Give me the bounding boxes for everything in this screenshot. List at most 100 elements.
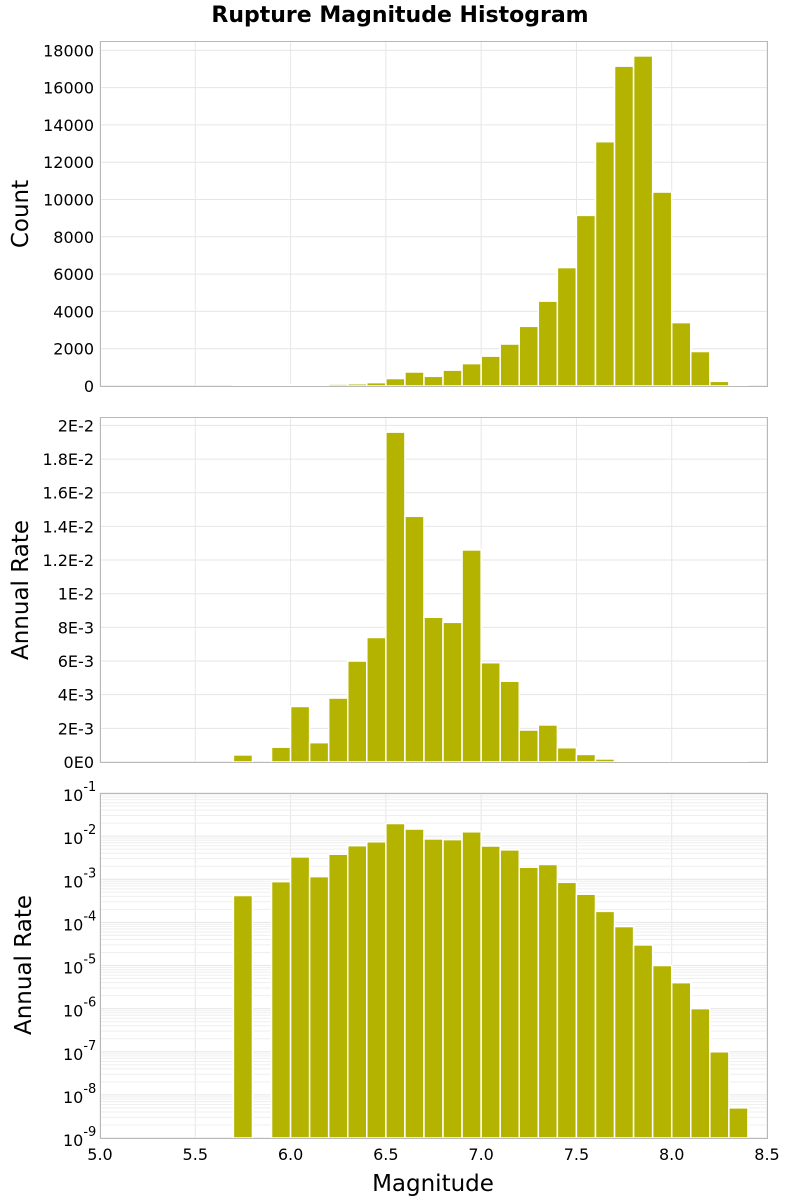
y-tick-label: 1E-2 [58, 585, 94, 604]
y-tick-label: 8000 [53, 228, 94, 247]
histogram-bar [690, 350, 711, 387]
histogram-bar [423, 838, 444, 1139]
y-tick-label: 10-5 [63, 953, 96, 978]
y-tick-exponent: -5 [83, 953, 96, 968]
histogram-bar [270, 384, 292, 387]
histogram-bar [575, 214, 597, 387]
histogram-bar [670, 321, 692, 387]
y-tick-label: 4E-3 [58, 686, 94, 705]
y-tick-exponent: -8 [83, 1082, 96, 1097]
histogram-bar [289, 384, 311, 387]
histogram-bar [251, 384, 273, 387]
y-tick-label: 2000 [53, 340, 94, 359]
y-tick-exponent: -4 [83, 909, 96, 924]
histogram-bar [594, 910, 616, 1139]
x-tick-label: 6.0 [278, 1145, 303, 1164]
histogram-bar [442, 621, 463, 763]
histogram-bar [613, 759, 635, 763]
y-tick-label: 1.4E-2 [42, 517, 94, 536]
histogram-bar [404, 828, 425, 1139]
histogram-bar [556, 881, 578, 1139]
histogram-bar [728, 384, 749, 387]
y-tick-label: 1.2E-2 [42, 551, 94, 570]
histogram-bar [289, 856, 311, 1139]
x-tick-label: 8.5 [754, 1145, 779, 1164]
y-tick-label: 6E-3 [58, 652, 94, 671]
histogram-bar [518, 866, 540, 1139]
histogram-bar [613, 65, 635, 387]
histogram-bar [670, 981, 692, 1139]
histogram-bar [308, 875, 330, 1139]
histogram-bar [480, 355, 501, 387]
y-tick-label: 6000 [53, 265, 94, 284]
histogram-bar [690, 1007, 711, 1139]
histogram-bar [537, 300, 559, 387]
annual-rate-linear-panel: 0E0 2E-3 4E-3 6E-3 8E-3 1E-2 1.2E-2 1.4E-2 1.6E-… [8, 416, 768, 772]
count-histogram-panel: 0 2000 4000 6000 8000 10000 12000 14000 16000 180… [8, 41, 768, 396]
histogram-bar [556, 746, 578, 763]
histogram-bar [423, 375, 444, 387]
x-tick-label: 5.0 [87, 1145, 112, 1164]
x-tick-label: 7.5 [564, 1145, 589, 1164]
histogram-bar [632, 55, 654, 387]
y-tick-base: 10 [63, 786, 83, 805]
y-tick-base: 10 [63, 1088, 83, 1107]
histogram-bar [289, 705, 311, 763]
histogram-bar [270, 880, 292, 1139]
count-panel-frame [100, 41, 768, 387]
histogram-bar [270, 746, 292, 763]
count-axis-label: Count [8, 180, 34, 248]
histogram-bar [651, 964, 673, 1139]
histogram-bar [480, 845, 501, 1139]
x-tick-label: 6.5 [373, 1145, 398, 1164]
histogram-bar [461, 831, 482, 1139]
histogram-bar [366, 841, 387, 1139]
y-tick-label: 16000 [43, 79, 94, 98]
y-tick-exponent: -7 [83, 1039, 96, 1054]
histogram-bar [327, 383, 349, 387]
y-tick-exponent: -3 [83, 866, 96, 881]
histogram-bar [728, 1107, 749, 1139]
y-tick-label: 18000 [43, 41, 94, 60]
histogram-bar [594, 140, 616, 387]
histogram-bar [404, 515, 425, 763]
y-tick-base: 10 [63, 959, 83, 978]
histogram-bar [346, 383, 368, 387]
y-tick-exponent: -1 [83, 780, 96, 795]
y-tick-label: 10-2 [63, 823, 96, 848]
histogram-bar [632, 760, 654, 763]
x-tick-label: 7.0 [468, 1145, 493, 1164]
y-tick-label: 10-3 [63, 866, 96, 891]
histogram-bar [575, 893, 597, 1139]
y-tick-label: 10-4 [63, 909, 96, 934]
histogram-bar [346, 844, 368, 1139]
y-tick-label: 10-9 [63, 1125, 96, 1150]
y-tick-label: 1.6E-2 [42, 484, 94, 503]
histogram-bar [385, 377, 406, 387]
histogram-bar [346, 660, 368, 763]
histogram-bar [442, 838, 463, 1139]
annual-rate-log-panel-frame [100, 793, 768, 1139]
histogram-bar [632, 944, 654, 1139]
histogram-bar [480, 661, 501, 763]
chart-title: Rupture Magnitude Histogram [211, 3, 588, 28]
histogram-bar [594, 758, 616, 763]
histogram-bar [385, 431, 406, 763]
histogram-bar [518, 729, 540, 763]
histogram-bar [461, 549, 482, 763]
y-tick-label: 2E-3 [58, 719, 94, 738]
annual-rate-log-axis-label: Annual Rate [11, 895, 37, 1035]
histogram-bar [518, 325, 540, 387]
histogram-bar [651, 191, 673, 387]
y-tick-label: 8E-3 [58, 618, 94, 637]
histogram-bar [709, 380, 730, 387]
annual-rate-linear-axis-label: Annual Rate [8, 520, 34, 660]
histogram-bar [575, 753, 597, 763]
y-tick-label: 10000 [43, 191, 94, 210]
y-tick-base: 10 [63, 872, 83, 891]
histogram-bar [537, 724, 559, 763]
y-tick-label: 2E-2 [58, 416, 94, 435]
histogram-bar [404, 371, 425, 387]
histogram-bar [366, 636, 387, 763]
